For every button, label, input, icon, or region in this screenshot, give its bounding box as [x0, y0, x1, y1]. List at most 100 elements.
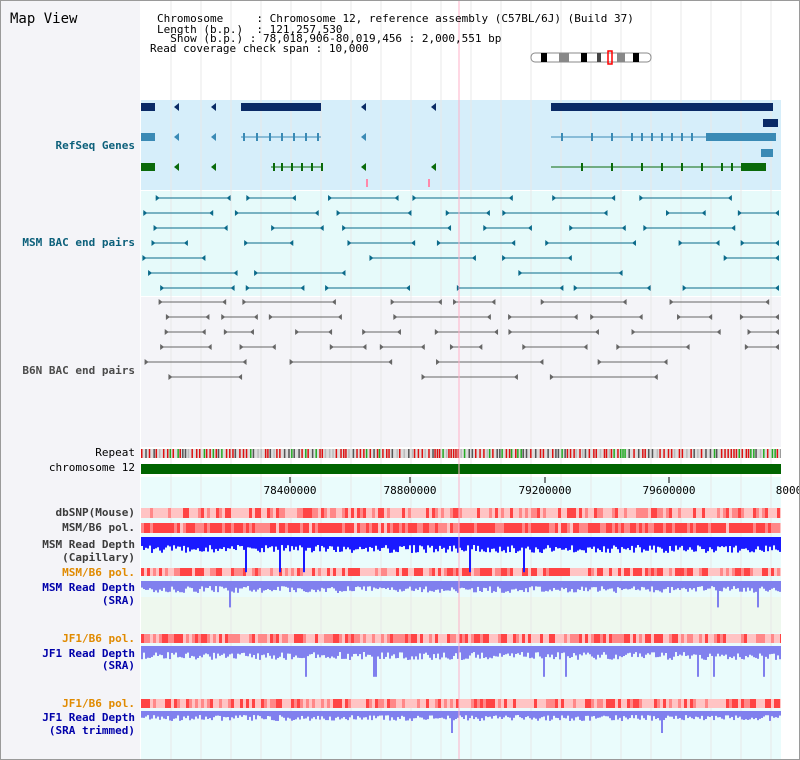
read-depth-bar	[153, 537, 155, 550]
read-depth-bar	[605, 537, 607, 553]
read-depth-bar	[569, 581, 571, 592]
track-area[interactable]: Chromosome : Chromosome 12, reference as…	[141, 1, 799, 759]
read-depth-bar	[659, 711, 661, 721]
polymorphism-cell	[384, 568, 387, 576]
read-depth-bar	[191, 711, 193, 719]
polymorphism-cell	[429, 523, 432, 533]
track-label-msm-b6-pol-2[interactable]: MSM/B6 pol.	[62, 566, 135, 579]
read-depth-bar	[569, 537, 571, 550]
read-depth-bar	[469, 581, 471, 590]
polymorphism-cell	[621, 568, 624, 576]
polymorphism-cell	[300, 523, 303, 533]
read-depth-bar	[355, 537, 357, 550]
read-depth-bar	[363, 581, 365, 587]
read-depth-bar	[213, 581, 215, 592]
read-depth-bar	[283, 537, 285, 551]
read-depth-bar	[591, 537, 593, 549]
polymorphism-cell	[363, 634, 366, 643]
polymorphism-cell	[549, 523, 552, 533]
repeat-element	[735, 449, 738, 458]
read-depth-bar	[215, 537, 217, 549]
polymorphism-cell	[243, 634, 246, 643]
polymorphism-cell	[600, 523, 603, 533]
polymorphism-cell	[291, 523, 294, 533]
read-depth-bar	[465, 646, 467, 659]
gene-exon-block	[761, 149, 773, 157]
track-label-refseq-genes[interactable]: RefSeq Genes	[55, 139, 135, 152]
read-depth-bar	[413, 537, 415, 546]
read-depth-bar	[745, 581, 747, 592]
polymorphism-cell	[744, 634, 747, 643]
read-depth-bar	[511, 581, 513, 590]
track-label-msm-b6-pol-1[interactable]: MSM/B6 pol.	[62, 521, 135, 534]
repeat-element	[335, 449, 338, 458]
read-depth-bar	[601, 711, 603, 717]
polymorphism-cell	[408, 523, 411, 533]
track-label-b6n-bac[interactable]: B6N BAC end pairs	[22, 364, 135, 377]
read-depth-bar	[341, 581, 343, 592]
genome-tracks-canvas[interactable]	[141, 1, 790, 759]
polymorphism-cell	[603, 508, 606, 518]
gene-exon	[631, 133, 633, 141]
read-depth-bar	[275, 581, 277, 591]
polymorphism-cell	[714, 699, 717, 708]
read-depth-bar	[537, 581, 539, 587]
read-depth-bar	[731, 646, 733, 659]
polymorphism-cell	[216, 699, 219, 708]
read-depth-bar	[277, 537, 279, 550]
read-depth-bar	[339, 581, 341, 591]
polymorphism-cell	[417, 508, 420, 518]
bac-end-arrow	[183, 240, 188, 246]
read-depth-bar	[753, 646, 755, 658]
polymorphism-cell	[555, 568, 558, 576]
polymorphism-cell	[252, 568, 255, 576]
track-label-jf1-b6-pol-2[interactable]: JF1/B6 pol.	[62, 697, 135, 710]
track-label-jf1-read-depth-trimmed[interactable]: JF1 Read Depth	[42, 711, 135, 724]
read-depth-bar	[505, 581, 507, 592]
track-label-msm-read-depth-capillary[interactable]: MSM Read Depth	[42, 538, 135, 551]
track-label-msm-read-depth-sra[interactable]: MSM Read Depth	[42, 581, 135, 594]
read-depth-bar	[457, 646, 459, 659]
polymorphism-cell	[405, 523, 408, 533]
polymorphism-cell	[735, 508, 738, 518]
read-depth-bar	[483, 581, 485, 588]
read-depth-bar	[333, 711, 335, 721]
read-depth-bar	[589, 537, 591, 548]
read-depth-bar	[515, 711, 517, 716]
track-label-msm-bac[interactable]: MSM BAC end pairs	[22, 236, 135, 249]
polymorphism-cell	[423, 508, 426, 518]
polymorphism-cell	[306, 634, 309, 643]
polymorphism-cell	[744, 523, 747, 533]
read-depth-bar	[755, 646, 757, 658]
track-label-dbsnp[interactable]: dbSNP(Mouse)	[55, 506, 135, 519]
read-depth-bar	[145, 646, 147, 659]
read-depth-bar	[697, 646, 699, 677]
read-depth-bar	[577, 537, 579, 551]
polymorphism-cell	[291, 508, 294, 518]
polymorphism-cell	[582, 634, 585, 643]
bac-end-arrow	[775, 329, 779, 335]
track-label-jf1-b6-pol-1[interactable]: JF1/B6 pol.	[62, 632, 135, 645]
read-depth-bar	[581, 646, 583, 656]
polymorphism-cell	[246, 699, 249, 708]
polymorphism-cell	[600, 699, 603, 708]
polymorphism-cell	[657, 508, 660, 518]
read-depth-bar	[371, 711, 373, 721]
read-depth-bar	[737, 537, 739, 553]
polymorphism-cell	[690, 568, 693, 576]
read-depth-bar	[447, 711, 449, 716]
repeat-element	[212, 449, 215, 458]
polymorphism-cell	[531, 568, 534, 576]
read-depth-bar	[303, 537, 305, 573]
read-depth-bar	[729, 711, 731, 719]
polymorphism-cell	[261, 699, 264, 708]
read-depth-bar	[361, 646, 363, 660]
track-label-jf1-read-depth-sra[interactable]: JF1 Read Depth	[42, 647, 135, 660]
read-depth-bar	[261, 711, 263, 719]
polymorphism-cell	[141, 634, 144, 643]
polymorphism-cell	[684, 634, 687, 643]
polymorphism-cell	[612, 508, 615, 518]
read-depth-bar	[199, 711, 201, 716]
read-depth-bar	[559, 646, 561, 660]
polymorphism-cell	[249, 523, 252, 533]
